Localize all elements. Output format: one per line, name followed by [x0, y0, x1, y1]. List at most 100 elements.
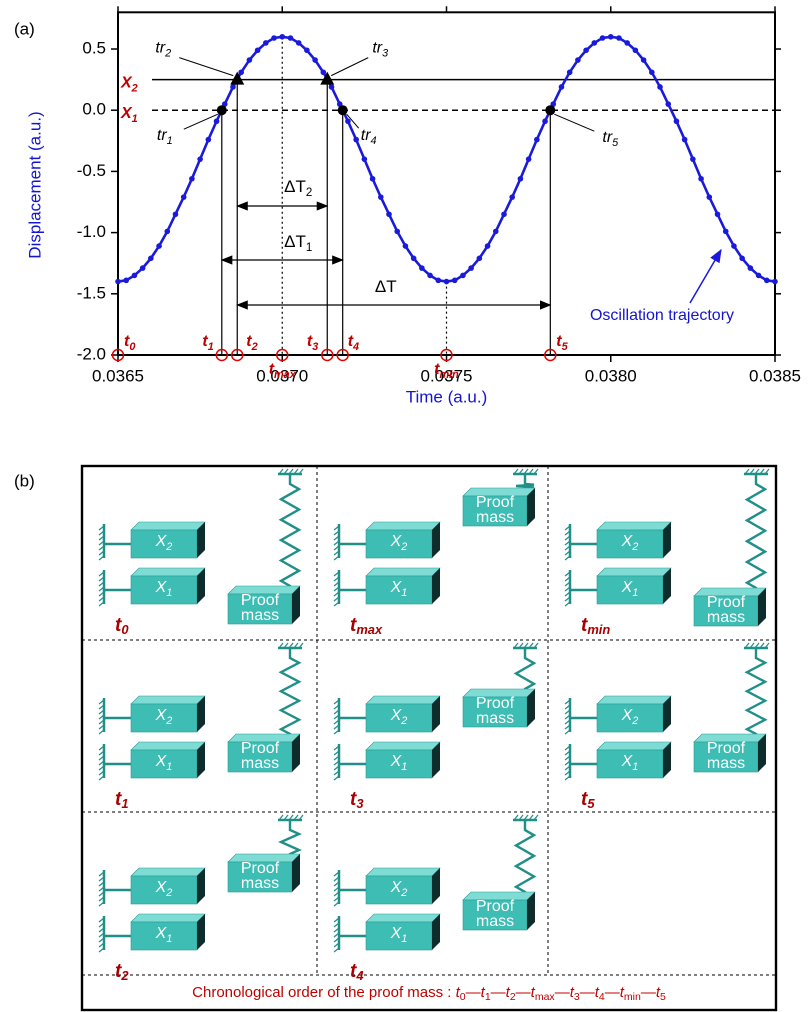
- block-label-sub: 1: [401, 933, 407, 945]
- wall-hatch: [333, 709, 340, 715]
- block-side: [432, 868, 440, 904]
- marker-label-sub: 5: [612, 137, 619, 149]
- cell-time-label-main: t: [350, 789, 357, 810]
- wall-hatch: [333, 535, 340, 541]
- spring: [278, 648, 302, 742]
- mass-label: Proof: [707, 594, 746, 611]
- trajectory-point: [722, 228, 729, 235]
- block-label-sub: 2: [631, 715, 638, 727]
- wall-hatch: [564, 545, 571, 551]
- trajectory-point: [731, 243, 737, 249]
- block-label-sub: 1: [166, 933, 172, 945]
- trajectory-point: [172, 211, 179, 218]
- cell-time-label-sub: 0: [121, 622, 129, 637]
- wall-hatch: [333, 942, 340, 948]
- ceiling-hatch: [293, 468, 299, 475]
- cell-time-label-main: t: [115, 961, 122, 982]
- block-side: [758, 734, 766, 772]
- wall-hatch: [564, 775, 571, 781]
- block-top: [365, 521, 441, 531]
- block-label-main: X: [390, 753, 403, 770]
- trajectory-point: [295, 40, 302, 46]
- block-label-sub: 2: [400, 715, 407, 727]
- wall-hatch: [333, 525, 340, 531]
- time-label: t2: [246, 333, 257, 353]
- trajectory-point: [345, 118, 351, 125]
- wall-hatch: [564, 581, 571, 587]
- wall-hatch: [98, 896, 105, 902]
- mass-label: mass: [241, 607, 279, 624]
- trajectory-point: [476, 255, 483, 262]
- wall-hatch: [98, 750, 105, 756]
- block-label: X2: [390, 879, 408, 899]
- wall-hatch: [333, 871, 340, 877]
- block-front: [365, 529, 433, 559]
- wall-hatch: [333, 881, 340, 887]
- block-side: [197, 568, 205, 604]
- wall-hatch: [333, 775, 340, 781]
- trajectory-point: [410, 255, 417, 262]
- wall-hatch: [564, 755, 571, 761]
- ceiling-hatch: [293, 814, 299, 821]
- wall-hatch: [98, 891, 105, 897]
- wall-hatch: [98, 927, 105, 933]
- wall-hatch: [333, 745, 340, 751]
- time-label-main: t: [307, 333, 313, 350]
- ceiling-hatch: [528, 642, 534, 649]
- mass-label: mass: [476, 913, 514, 930]
- trajectory-point: [238, 69, 244, 76]
- marker-label-sub: 4: [371, 135, 377, 147]
- wall-hatch: [564, 719, 571, 725]
- marker-label-main: tr: [157, 127, 167, 144]
- trajectory-point: [123, 277, 130, 284]
- trajectory-point: [484, 243, 491, 249]
- block-label-sub: 2: [165, 887, 172, 899]
- block-label-sub: 1: [632, 761, 638, 773]
- block-front: [227, 861, 293, 893]
- block-label: X2: [155, 879, 173, 899]
- threshold-label-sub: 2: [131, 82, 138, 94]
- wall-hatch: [333, 750, 340, 756]
- ceiling-hatch: [754, 642, 760, 649]
- block-side: [432, 522, 440, 558]
- trajectory-point: [246, 57, 253, 63]
- trajectory-point: [739, 255, 745, 262]
- marker-label: tr5: [602, 129, 619, 149]
- wall-hatch: [98, 922, 105, 928]
- cell-time-label-sub: 2: [120, 968, 129, 983]
- caption-time-sub: min: [624, 991, 641, 1003]
- time-label: tmax: [269, 361, 297, 381]
- trajectory-point: [681, 136, 688, 143]
- ceiling-hatch: [513, 642, 519, 649]
- block-label: X1: [390, 579, 408, 599]
- wall-hatch: [333, 596, 340, 602]
- trajectory-point: [156, 243, 162, 249]
- trajectory-point: [304, 47, 310, 54]
- time-label: t4: [348, 333, 359, 353]
- marker-triangle: [230, 71, 245, 85]
- block-side: [197, 522, 205, 558]
- block-side: [527, 892, 535, 930]
- marker-circle: [545, 105, 556, 116]
- trajectory-point: [205, 136, 212, 143]
- mass-label: mass: [241, 875, 279, 892]
- ceiling-hatch: [298, 642, 304, 649]
- trajectory-point: [665, 101, 672, 107]
- interval-label-sub: 1: [306, 242, 312, 254]
- time-label-sub: min: [439, 369, 459, 381]
- wall-hatch: [98, 932, 105, 938]
- trajectory-point: [369, 175, 376, 182]
- wall-hatch: [564, 709, 571, 715]
- trajectory-point: [690, 156, 696, 162]
- wall-hatch: [98, 876, 105, 882]
- wall-hatch: [98, 591, 105, 597]
- time-point: [111, 348, 125, 362]
- cell-time-label: tmax: [350, 615, 383, 637]
- block-top: [130, 741, 206, 751]
- x-tick-label: 0.0375: [421, 366, 473, 385]
- ceiling-hatch: [518, 468, 524, 475]
- time-label-sub: 5: [562, 341, 569, 353]
- block-label-main: X: [155, 925, 168, 942]
- ceiling-hatch: [278, 642, 284, 649]
- block-front: [365, 575, 433, 605]
